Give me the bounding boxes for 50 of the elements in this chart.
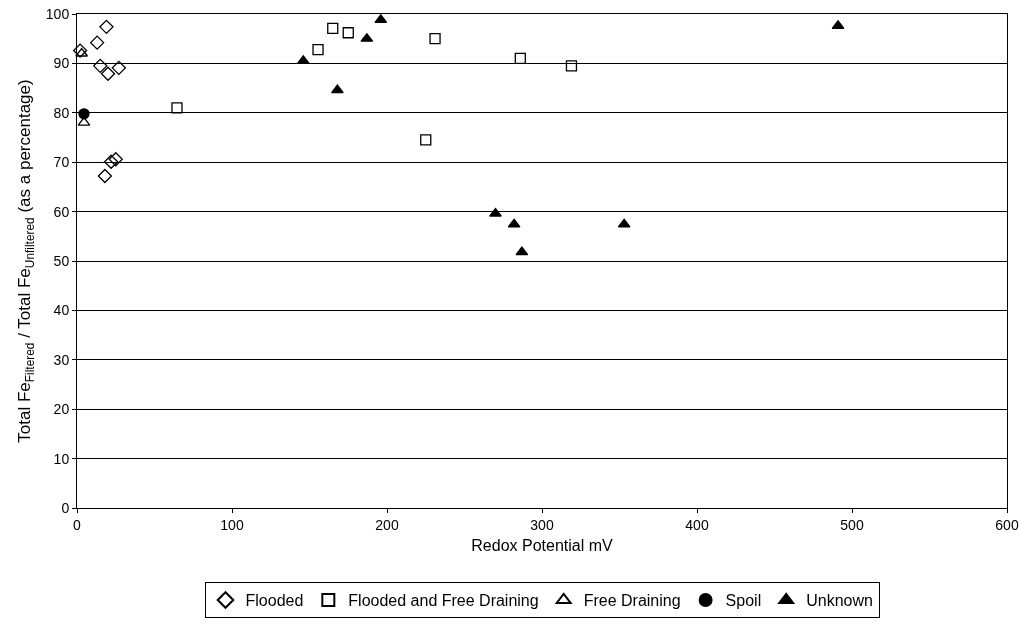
point <box>429 33 441 45</box>
point <box>617 218 631 228</box>
point <box>374 14 388 24</box>
point <box>93 58 108 74</box>
point <box>103 154 119 169</box>
y-tick-label: 70 <box>53 154 70 171</box>
x-tick-label: 200 <box>375 516 399 533</box>
y-tick-label: 30 <box>53 351 70 368</box>
point <box>507 218 521 228</box>
y-tick-label: 50 <box>53 252 70 269</box>
point <box>831 20 845 30</box>
y-tick-label: 10 <box>53 450 70 467</box>
y-tick-label: 40 <box>53 302 70 319</box>
x-tick-label: 0 <box>73 516 82 533</box>
point <box>330 84 344 94</box>
y-tick-label: 80 <box>53 104 70 121</box>
point <box>100 66 116 81</box>
x-tick-label: 500 <box>840 516 864 533</box>
x-tick-label: 400 <box>685 516 709 533</box>
legend-label: Free Draining <box>583 592 681 610</box>
legend-label: Flooded and Free Draining <box>348 592 539 610</box>
x-axis-title: Redox Potential mV <box>471 537 614 555</box>
point <box>342 27 354 39</box>
point <box>312 43 324 56</box>
x-tick-label: 600 <box>995 516 1019 533</box>
point <box>99 19 114 34</box>
point <box>72 43 88 58</box>
point <box>108 152 123 167</box>
y-tick-label: 90 <box>53 55 70 72</box>
y-tick-label: 0 <box>61 499 70 516</box>
legend-label: Spoil <box>725 592 762 610</box>
point <box>565 60 578 72</box>
legend-label: Flooded <box>245 592 304 610</box>
y-tick-label: 100 <box>45 5 70 22</box>
point <box>171 102 183 114</box>
y-tick-label: 60 <box>53 203 70 220</box>
point <box>420 134 432 146</box>
point <box>97 168 113 184</box>
x-tick-label: 300 <box>530 516 554 533</box>
point <box>296 55 310 65</box>
point <box>90 35 105 50</box>
point <box>327 22 339 34</box>
legend-label: Unknown <box>806 592 873 610</box>
point <box>111 60 126 75</box>
point <box>75 47 89 57</box>
point <box>78 108 90 120</box>
x-tick-label: 100 <box>220 516 244 533</box>
point <box>489 207 502 217</box>
point <box>515 246 529 256</box>
y-tick-label: 20 <box>53 401 70 418</box>
